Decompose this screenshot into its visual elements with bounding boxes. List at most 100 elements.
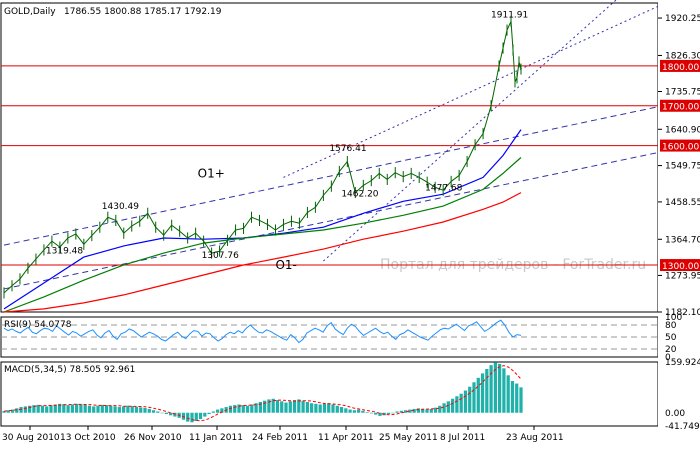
- macd-bar: [194, 412, 198, 422]
- macd-tick-label: 159.924: [665, 358, 700, 368]
- price-segment: [450, 175, 460, 182]
- macd-bar: [374, 412, 378, 415]
- macd-bar: [15, 408, 19, 413]
- price-segment: [171, 224, 180, 232]
- macd-bar: [519, 387, 523, 413]
- price-segment: [115, 220, 125, 234]
- macd-bar: [169, 412, 173, 416]
- macd-bar: [489, 365, 493, 413]
- macd-bar: [468, 386, 472, 413]
- macd-bar: [19, 407, 23, 413]
- price-annotation: 1462.20: [341, 189, 378, 199]
- x-tick-label: 8 Jul 2011: [440, 433, 485, 443]
- price-annotation: 1430.49: [102, 202, 139, 212]
- price-segment: [43, 240, 53, 251]
- price-panel-frame: [0, 2, 659, 313]
- price-segment: [502, 29, 508, 49]
- macd-bar: [310, 403, 314, 413]
- rsi-label: RSI(9) 54.0778: [4, 320, 72, 330]
- macd-bar: [463, 390, 468, 413]
- price-segment: [330, 171, 340, 187]
- macd-bar: [96, 405, 100, 413]
- price-segment: [35, 249, 45, 260]
- macd-bar: [211, 411, 215, 413]
- macd-bar: [92, 406, 96, 413]
- price-segment: [299, 212, 308, 224]
- macd-bar: [53, 404, 57, 413]
- price-segment: [354, 185, 364, 193]
- macd-bar: [122, 406, 126, 413]
- macd-bar: [335, 405, 339, 413]
- macd-bar: [386, 412, 391, 415]
- price-segment: [442, 181, 452, 191]
- price-segment: [3, 285, 13, 294]
- price-segment: [83, 235, 93, 245]
- macd-bar: [412, 408, 416, 413]
- price-segment: [235, 227, 244, 231]
- macd-label: MACD(5,34,5) 78.505 92.961: [4, 365, 135, 375]
- macd-bar: [493, 362, 497, 413]
- price-segment: [466, 144, 476, 162]
- moving-average-line: [3, 157, 522, 313]
- price-segment: [386, 172, 396, 180]
- macd-bar: [459, 393, 463, 413]
- macd-bar: [164, 412, 168, 415]
- price-segment: [131, 220, 140, 227]
- macd-bar: [156, 411, 160, 413]
- price-segment: [59, 237, 69, 248]
- price-segment: [107, 216, 116, 221]
- macd-bar: [100, 404, 104, 413]
- price-segment: [227, 229, 236, 241]
- price-segment: [259, 219, 268, 225]
- macd-bar: [292, 400, 297, 413]
- macd-bar: [151, 410, 156, 413]
- level-label: 1800.00: [662, 63, 699, 73]
- macd-bar: [476, 377, 480, 413]
- price-annotation: O1+: [198, 166, 225, 180]
- price-segment: [139, 212, 149, 222]
- price-tick-label: 1826.30: [665, 51, 700, 61]
- macd-bar: [75, 403, 79, 413]
- macd-bar: [10, 409, 15, 413]
- macd-bar: [369, 412, 374, 414]
- macd-bar: [305, 401, 309, 413]
- macd-bar: [399, 410, 403, 413]
- macd-bar: [331, 404, 335, 413]
- x-tick-label: 11 Apr 2011: [318, 433, 374, 443]
- macd-bar: [139, 407, 143, 413]
- price-tick-label: 1182.10: [665, 308, 700, 318]
- macd-bar: [45, 406, 49, 413]
- macd-bar: [301, 400, 305, 413]
- macd-bar: [134, 406, 139, 413]
- price-annotation: 1477.68: [425, 183, 462, 193]
- macd-bar: [40, 405, 45, 413]
- macd-bar: [83, 404, 87, 413]
- macd-bar: [143, 407, 147, 413]
- price-segment: [99, 216, 109, 228]
- price-tick-label: 1364.70: [665, 235, 700, 245]
- macd-bar: [32, 405, 36, 413]
- macd-bar: [442, 403, 446, 413]
- price-tick-label: 1458.55: [665, 198, 700, 208]
- price-segment: [203, 240, 213, 254]
- right-axis-mask: [658, 0, 700, 446]
- price-annotation: O1-: [275, 258, 296, 272]
- macd-bar: [322, 403, 327, 413]
- macd-bar: [352, 410, 356, 413]
- price-segment: [275, 224, 284, 231]
- macd-tick-label: 0.00: [665, 409, 685, 419]
- x-tick-label: 13 Oct 2010: [60, 433, 116, 443]
- macd-bar: [275, 400, 280, 413]
- macd-bar: [203, 412, 207, 417]
- macd-bar: [510, 381, 515, 413]
- macd-bar: [258, 401, 262, 413]
- macd-bar: [485, 368, 489, 413]
- macd-bar: [395, 411, 399, 413]
- level-label: 1300.00: [662, 262, 699, 272]
- macd-bar: [271, 398, 275, 413]
- level-tag: [660, 259, 700, 272]
- price-segment: [291, 220, 300, 224]
- macd-bar: [425, 409, 429, 413]
- macd-bar: [348, 409, 352, 413]
- price-segment: [67, 233, 77, 239]
